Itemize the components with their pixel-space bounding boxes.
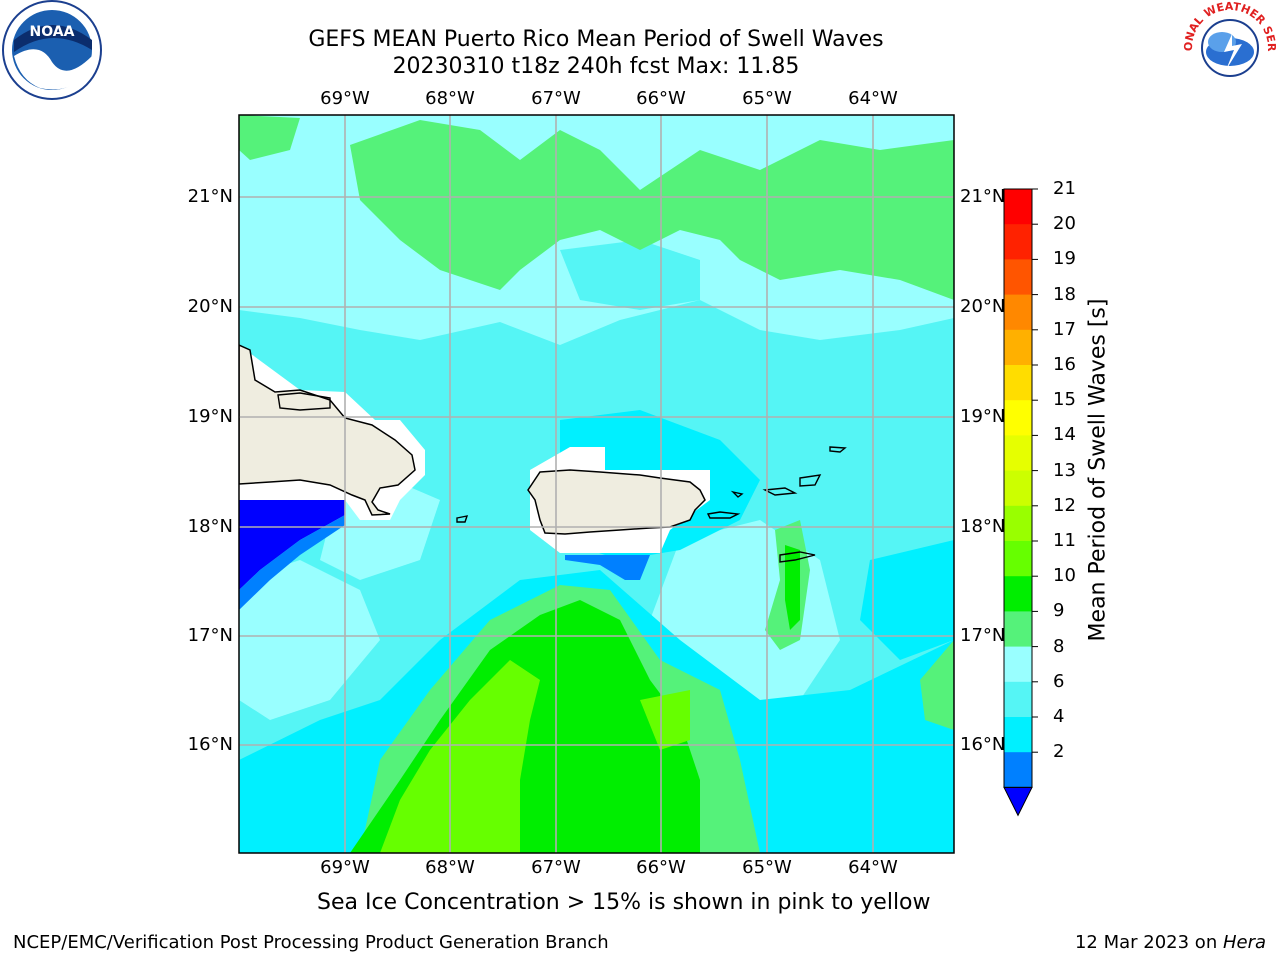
small-island (277, 392, 331, 411)
field-mid-blue-region (565, 555, 650, 580)
field-aqua-region (860, 540, 954, 660)
footer-date-text: 12 Mar 2023 on (1074, 932, 1223, 953)
colorbar-under-triangle (1003, 786, 1033, 817)
field-blue-region (239, 500, 345, 590)
field-lime-region (640, 690, 690, 750)
colorbar-tick-label: 4 (1053, 706, 1065, 727)
lat-label: 19°N (187, 406, 233, 427)
colorbar-segment (1004, 576, 1032, 612)
colorbar-tick-label: 10 (1053, 565, 1076, 587)
lon-label: 65°W (742, 857, 792, 878)
map-title: GEFS MEAN Puerto Rico Mean Period of Swe… (308, 27, 884, 52)
lon-label: 66°W (636, 88, 686, 109)
colorbar-segment (1004, 470, 1032, 507)
colorbar-segment (1004, 259, 1032, 296)
small-island (779, 551, 816, 563)
lon-label: 65°W (742, 88, 792, 109)
colorbar-segment (1004, 505, 1032, 542)
footer-host: Hera (1222, 932, 1266, 953)
field-mid-blue-region (239, 515, 345, 610)
colorbar (1003, 188, 1038, 817)
lat-label: 21°N (187, 186, 233, 207)
colorbar-tick-label: 18 (1053, 283, 1076, 305)
colorbar-segment (1004, 329, 1032, 366)
field-cyan-upper (560, 240, 700, 310)
lon-label: 69°W (320, 88, 370, 109)
small-island (706, 511, 741, 519)
footer-org: NCEP/EMC/Verification Post Processing Pr… (13, 932, 609, 953)
lat-label: 16°N (187, 734, 233, 755)
small-island (799, 474, 822, 487)
sea-ice-caption: Sea Ice Concentration > 15% is shown in … (317, 890, 931, 915)
map-frame (238, 114, 955, 854)
colorbar-segment (1004, 435, 1032, 472)
lon-label: 66°W (636, 857, 686, 878)
colorbar-segment (1004, 646, 1032, 683)
colorbar-segment (1004, 365, 1032, 401)
lon-label: 69°W (320, 857, 370, 878)
colorbar-segment (1004, 224, 1032, 260)
colorbar-tick-label: 17 (1053, 318, 1076, 340)
lat-label: 18°N (960, 516, 1006, 537)
lon-label: 68°W (425, 857, 475, 878)
colorbar-segment (1004, 681, 1032, 718)
colorbar-tick-label: 20 (1053, 213, 1076, 235)
colorbar-tick-label: 8 (1053, 635, 1065, 657)
lat-label: 17°N (187, 625, 233, 646)
lon-label: 67°W (531, 857, 581, 878)
lon-label: 64°W (848, 857, 898, 878)
colorbar-segment (1004, 611, 1032, 648)
colorbar-tick-label: 16 (1053, 354, 1076, 375)
lat-label: 20°N (960, 296, 1006, 317)
colorbar-tick-label: 9 (1053, 600, 1065, 622)
lat-label: 20°N (187, 296, 233, 317)
colorbar-tick-label: 21 (1053, 178, 1076, 199)
colorbar-segment (1004, 294, 1032, 331)
noaa-logo-text: NOAA (30, 24, 75, 40)
lat-label: 21°N (960, 186, 1006, 207)
colorbar-tick-label: 15 (1053, 389, 1076, 411)
small-island (456, 515, 469, 523)
small-island (730, 490, 744, 498)
colorbar-label: Mean Period of Swell Waves [s] (1085, 298, 1111, 642)
colorbar-tick-label: 12 (1053, 494, 1076, 516)
lat-label: 18°N (187, 516, 233, 537)
small-island (829, 446, 847, 453)
nws-logo: NATIONAL WEATHER SERVICE (1180, 0, 1278, 94)
colorbar-segment (1004, 541, 1032, 577)
footer-date: 12 Mar 2023 on Hera (1075, 932, 1266, 953)
field-bright-green-region (785, 545, 800, 630)
graticule (239, 115, 954, 853)
map-subtitle: 20230310 t18z 240h fcst Max: 11.85 (392, 54, 800, 79)
lat-label: 16°N (960, 734, 1006, 755)
lon-label: 67°W (531, 88, 581, 109)
colorbar-segment (1004, 189, 1032, 225)
small-island (762, 487, 798, 496)
lat-label: 17°N (960, 625, 1006, 646)
colorbar-tick-label: 19 (1053, 248, 1076, 270)
colorbar-frame (1003, 188, 1033, 788)
hispaniola-land (239, 344, 416, 516)
lon-label: 64°W (848, 88, 898, 109)
field-green-region (920, 640, 954, 730)
colorbar-tick-label: 14 (1053, 424, 1076, 446)
lon-label: 68°W (425, 88, 475, 109)
colorbar-segment (1004, 400, 1032, 436)
colorbar-segment (1004, 717, 1032, 753)
colorbar-tick-label: 2 (1053, 741, 1065, 763)
noaa-logo: NOAA (2, 0, 102, 100)
swell-period-field (239, 115, 954, 853)
colorbar-tick-label: 13 (1053, 459, 1076, 481)
lat-label: 19°N (960, 406, 1006, 427)
colorbar-tick-label: 11 (1053, 530, 1076, 551)
colorbar-tick-label: 6 (1053, 670, 1065, 692)
field-green-region (239, 115, 300, 160)
field-lime-region (380, 660, 540, 853)
colorbar-segment (1004, 752, 1032, 788)
field-green-region (350, 120, 954, 300)
